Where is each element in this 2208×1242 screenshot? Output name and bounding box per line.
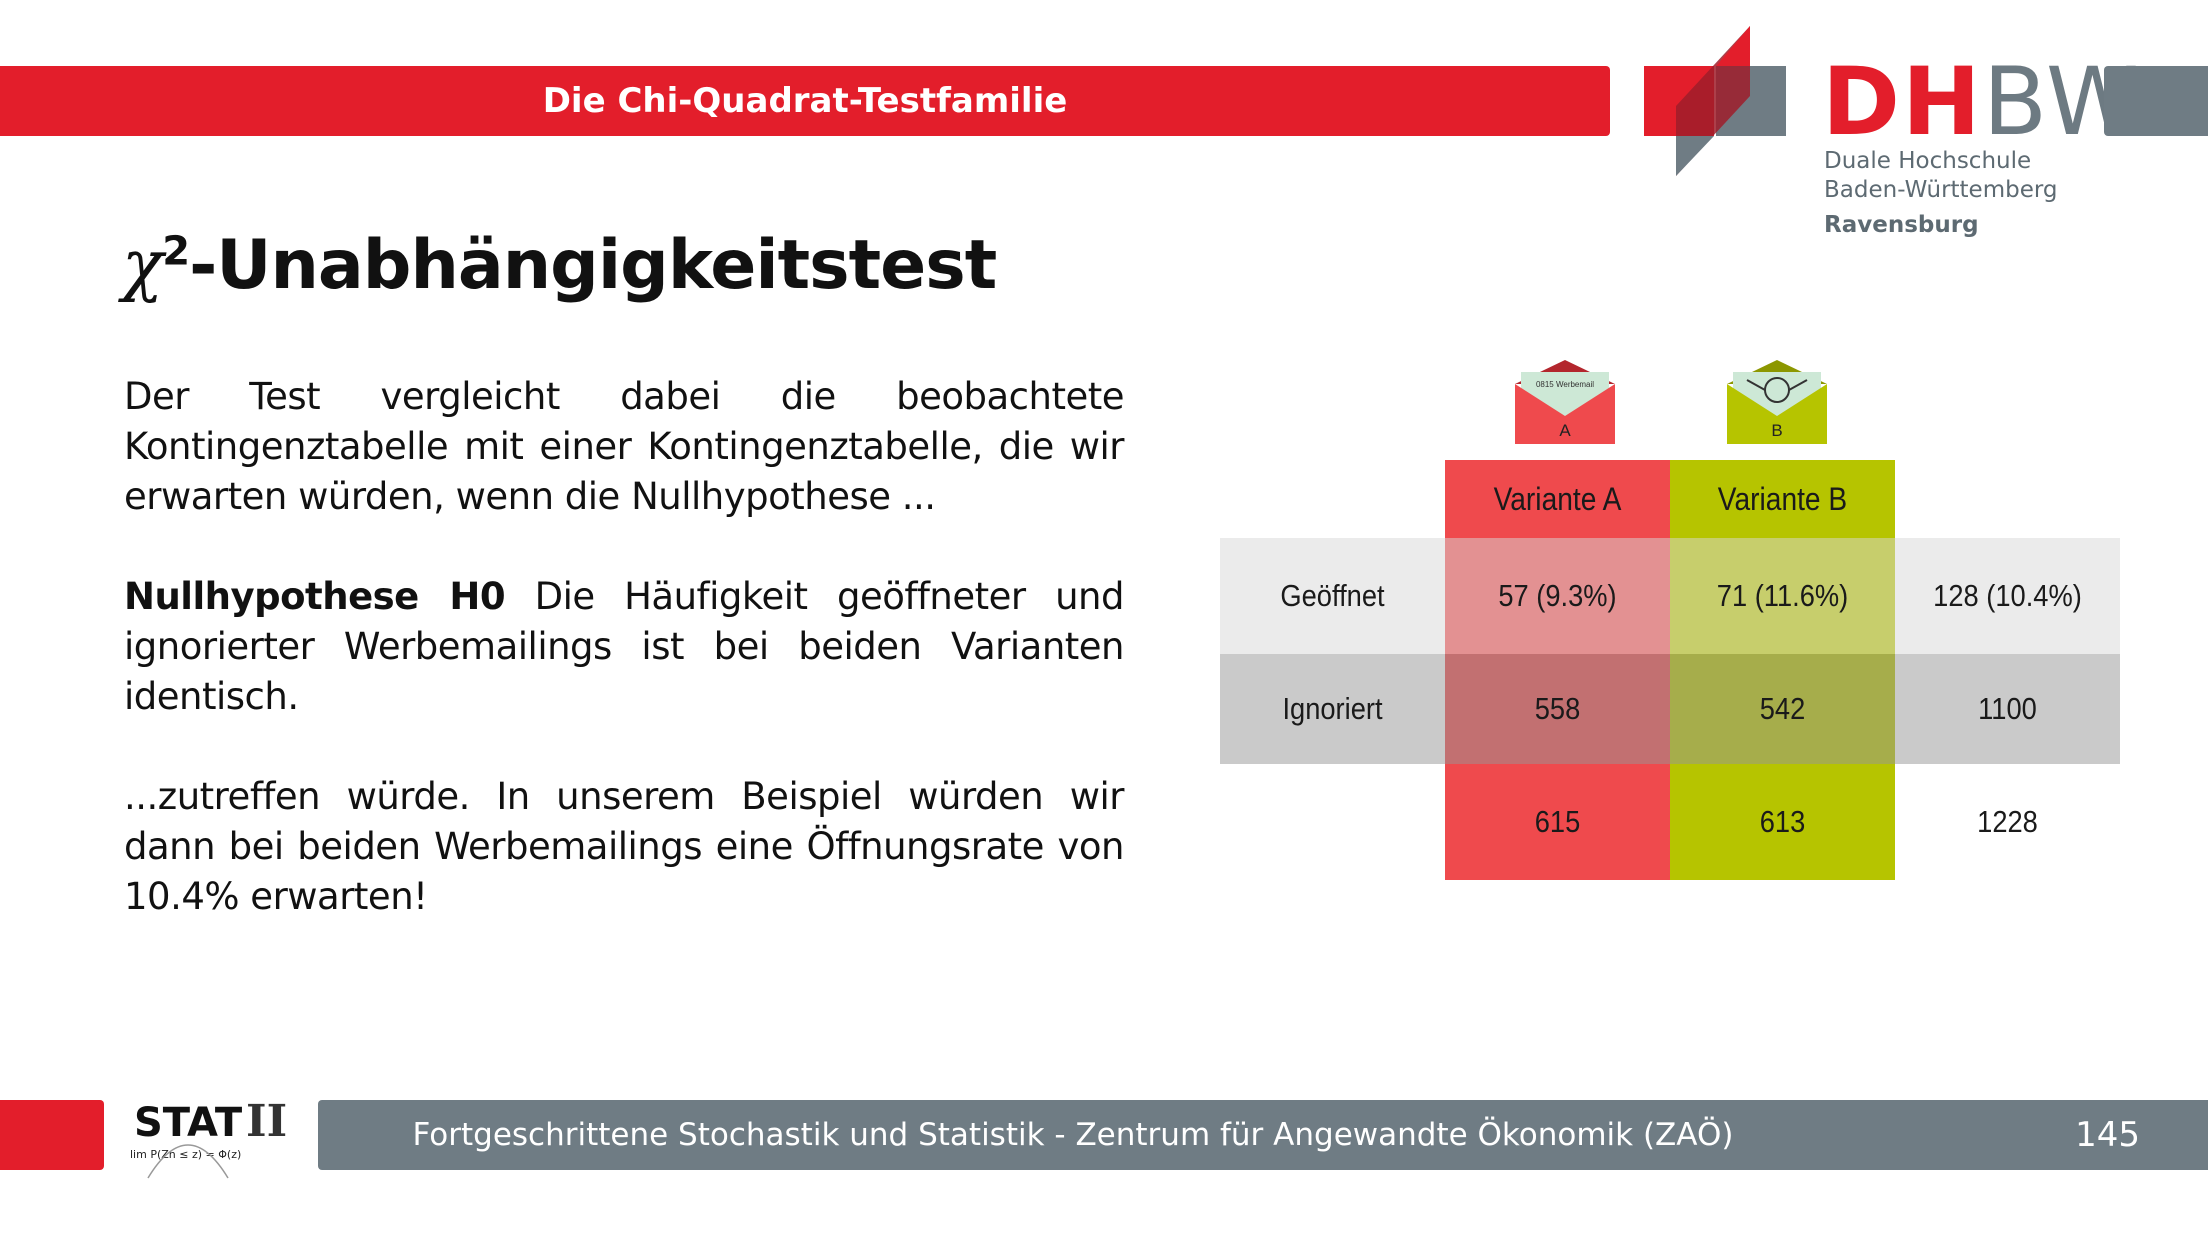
cell-total-b: 613 [1759, 804, 1806, 839]
paragraph-3: ...zutreffen würde. In unserem Beispiel … [124, 775, 1125, 918]
cell-ignored-a: 558 [1534, 691, 1581, 726]
row-opened-band [1220, 538, 2120, 654]
logo-line-1: Duale Hochschule [1824, 148, 2032, 174]
column-header-variant-b: Variante B [1717, 480, 1848, 517]
dhbw-logo-icon [1644, 26, 1786, 176]
cell-grand-total: 1228 [1977, 804, 2038, 839]
row-ignored-band [1220, 654, 2120, 764]
header-gray-tab [2104, 66, 2208, 136]
row-label-ignored: Ignoriert [1282, 691, 1383, 726]
title-text: -Unabhängigkeitstest [189, 226, 997, 305]
footer-text: Fortgeschrittene Stochastik und Statisti… [412, 1117, 1734, 1153]
cell-opened-b: 71 (11.6%) [1716, 578, 1849, 613]
stat-ii-logo: STAT II lim P(Zn ≤ z) = Φ(z) [130, 1096, 287, 1179]
row-label-opened: Geöffnet [1280, 578, 1385, 613]
cell-ignored-b: 542 [1759, 691, 1806, 726]
header-bar: Die Chi-Quadrat-Testfamilie [0, 66, 1610, 136]
envelope-a-icon: 0815 Werbemail A [1515, 360, 1615, 444]
envelope-a-label: A [1559, 421, 1571, 440]
dhbw-logo: DHBW Duale Hochschule Baden-Württemberg … [1640, 26, 2139, 246]
header-title: Die Chi-Quadrat-Testfamilie [542, 81, 1068, 121]
envelope-b-icon: B [1727, 360, 1827, 444]
stat-logo-formula: lim P(Zn ≤ z) = Φ(z) [130, 1148, 241, 1161]
footer-bar: Fortgeschrittene Stochastik und Statisti… [318, 1100, 2208, 1170]
cell-total-a: 615 [1534, 804, 1581, 839]
null-hypothesis-label: Nullhypothese H0 [124, 575, 506, 618]
chi-symbol: χ [122, 226, 163, 305]
title-superscript: 2 [162, 228, 190, 275]
contingency-table: 0815 Werbemail A B Variante A Variante B… [1220, 360, 2120, 880]
body-text: Der Test vergleicht dabei die beobachtet… [124, 372, 1125, 972]
envelope-a-paper-text: 0815 Werbemail [1536, 380, 1594, 389]
dhbw-wordmark: DHBW [1822, 48, 2141, 157]
footer-red-tab [0, 1100, 104, 1170]
page-number: 145 [2075, 1115, 2140, 1155]
cell-opened-a: 57 (9.3%) [1498, 578, 1617, 613]
logo-line-2: Baden-Württemberg [1824, 177, 2058, 203]
slide-title: χ2-Unabhängigkeitstest [122, 226, 997, 305]
paragraph-2: Nullhypothese H0 Die Häufigkeit geöffnet… [124, 572, 1125, 722]
paragraph-1: Der Test vergleicht dabei die beobachtet… [124, 375, 1125, 518]
logo-line-3: Ravensburg [1824, 212, 1979, 238]
stat-logo-roman: II [246, 1096, 287, 1147]
stat-logo-text: STAT [134, 1100, 243, 1146]
null-hypothesis-text: Die Häufigkeit geöffneter und ignorierte… [124, 575, 1125, 718]
cell-ignored-total: 1100 [1978, 691, 2037, 726]
column-header-variant-a: Variante A [1493, 480, 1622, 517]
cell-opened-total: 128 (10.4%) [1933, 578, 2082, 613]
envelope-b-label: B [1771, 421, 1782, 440]
